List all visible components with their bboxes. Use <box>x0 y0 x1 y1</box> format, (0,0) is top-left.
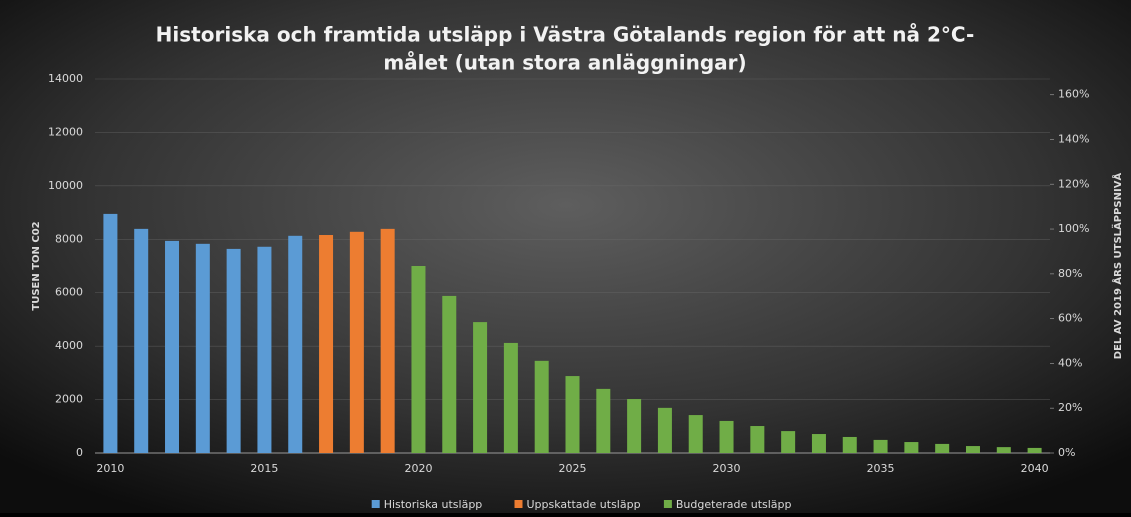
bar <box>811 434 826 453</box>
y-tick-label: 6000 <box>55 286 83 299</box>
bar <box>657 407 672 453</box>
bar <box>688 415 703 453</box>
y2-tick-label: 40% <box>1058 356 1082 369</box>
bar <box>380 228 395 453</box>
y-axis-title: TUSEN TON C02 <box>31 221 42 310</box>
legend-swatch <box>514 500 523 508</box>
bar <box>750 426 765 453</box>
bar <box>534 360 549 453</box>
y2-tick-label: 160% <box>1058 88 1089 101</box>
legend-label: Uppskattade utsläpp <box>527 498 641 511</box>
bar <box>935 443 950 453</box>
bar <box>965 446 980 453</box>
bar <box>257 246 272 453</box>
bar <box>134 228 149 453</box>
y2-axis-title: DEL AV 2019 ÅRS UTSLÄPPSNIVÅ <box>1110 173 1124 360</box>
bar <box>288 235 303 453</box>
bar <box>781 431 796 453</box>
bar <box>165 240 180 453</box>
x-tick-label: 2035 <box>867 462 895 475</box>
y2-tick-label: 20% <box>1058 401 1082 414</box>
x-tick-label: 2020 <box>404 462 432 475</box>
bar <box>1027 447 1042 453</box>
chart-title: målet (utan stora anläggningar) <box>383 51 746 75</box>
y2-tick-label: 100% <box>1058 222 1089 235</box>
bar <box>565 376 580 453</box>
y-tick-label: 12000 <box>48 125 83 138</box>
bar <box>226 248 241 453</box>
x-tick-label: 2040 <box>1021 462 1049 475</box>
bar <box>719 420 734 453</box>
bar <box>842 436 857 453</box>
bar <box>873 439 888 453</box>
y-tick-label: 8000 <box>55 232 83 245</box>
legend-label: Historiska utsläpp <box>384 498 483 511</box>
y2-tick-label: 60% <box>1058 312 1082 325</box>
bar <box>195 243 210 453</box>
legend-label: Budgeterade utsläpp <box>676 498 792 511</box>
legend-swatch <box>663 500 672 508</box>
y2-tick-label: 120% <box>1058 177 1089 190</box>
y2-tick-label: 140% <box>1058 132 1089 145</box>
bar <box>319 235 334 453</box>
x-tick-label: 2030 <box>713 462 741 475</box>
bar <box>103 213 118 453</box>
y-tick-label: 14000 <box>48 72 83 85</box>
y-tick-label: 4000 <box>55 339 83 352</box>
y-tick-label: 2000 <box>55 393 83 406</box>
x-tick-label: 2010 <box>96 462 124 475</box>
bar <box>411 266 426 453</box>
bar <box>473 322 488 453</box>
y2-tick-label: 0% <box>1058 446 1075 459</box>
legend-swatch <box>371 500 380 508</box>
y-tick-label: 0 <box>76 446 83 459</box>
bar <box>627 399 642 453</box>
bar <box>904 442 919 453</box>
bar <box>442 295 457 453</box>
y2-tick-label: 80% <box>1058 267 1082 280</box>
bar <box>503 342 518 453</box>
bar <box>596 388 611 453</box>
chart-title: Historiska och framtida utsläpp i Västra… <box>156 23 975 47</box>
bar <box>996 447 1011 453</box>
bar <box>349 231 364 453</box>
y-tick-label: 10000 <box>48 179 83 192</box>
x-tick-label: 2025 <box>559 462 587 475</box>
x-tick-label: 2015 <box>250 462 278 475</box>
